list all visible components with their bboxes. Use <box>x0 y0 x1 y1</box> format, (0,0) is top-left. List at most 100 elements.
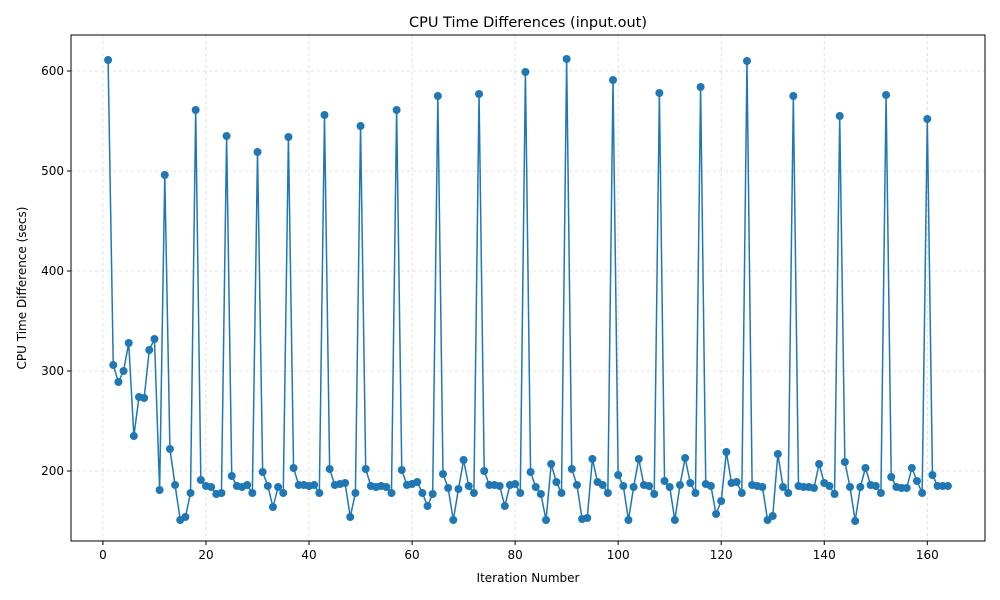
y-tick-label: 300 <box>41 364 64 378</box>
data-point <box>809 484 818 492</box>
data-point <box>165 445 174 453</box>
data-point <box>650 490 659 498</box>
data-point <box>603 489 612 497</box>
data-point <box>717 497 726 505</box>
data-point <box>361 465 370 473</box>
data-point <box>670 516 679 524</box>
data-point <box>351 489 360 497</box>
data-point <box>737 489 746 497</box>
x-tick-label: 120 <box>710 548 733 562</box>
data-point <box>392 106 401 114</box>
x-tick-label: 80 <box>507 548 522 562</box>
x-tick-label: 100 <box>607 548 630 562</box>
data-point <box>279 489 288 497</box>
data-point <box>825 482 834 490</box>
data-point <box>918 489 927 497</box>
data-point <box>263 482 272 490</box>
data-point <box>418 489 427 497</box>
data-point <box>675 481 684 489</box>
data-point <box>706 482 715 490</box>
data-point <box>660 477 669 485</box>
data-point <box>732 478 741 486</box>
data-point <box>104 56 113 64</box>
data-point <box>768 512 777 520</box>
data-point <box>356 122 365 130</box>
data-point <box>227 472 236 480</box>
data-point <box>217 489 226 497</box>
data-point <box>887 473 896 481</box>
data-point <box>696 83 705 91</box>
data-point <box>846 483 855 491</box>
data-point <box>464 482 473 490</box>
data-point <box>840 458 849 466</box>
data-point <box>907 464 916 472</box>
data-point <box>129 432 138 440</box>
data-point <box>274 483 283 491</box>
data-point <box>196 476 205 484</box>
y-axis-title: CPU Time Difference (secs) <box>15 207 29 370</box>
data-point <box>438 470 447 478</box>
data-point <box>444 484 453 492</box>
data-point <box>526 468 535 476</box>
data-point <box>382 483 391 491</box>
data-point <box>856 483 865 491</box>
data-point <box>830 490 839 498</box>
data-point <box>475 90 484 98</box>
data-point <box>325 465 334 473</box>
data-point <box>459 456 468 464</box>
data-point <box>784 489 793 497</box>
x-tick-label: 20 <box>198 548 213 562</box>
data-point <box>557 489 566 497</box>
data-point <box>341 479 350 487</box>
x-axis: 0 20 40 60 80 100 120 140 160 <box>99 541 939 562</box>
x-tick-label: 160 <box>916 548 939 562</box>
series-group <box>104 55 952 525</box>
data-point <box>516 489 525 497</box>
data-point <box>397 466 406 474</box>
data-point <box>758 483 767 491</box>
data-point <box>109 361 118 369</box>
data-point <box>871 482 880 490</box>
data-point <box>186 489 195 497</box>
y-tick-label: 600 <box>41 64 64 78</box>
data-point <box>495 482 504 490</box>
data-point <box>912 477 921 485</box>
data-point <box>531 483 540 491</box>
x-tick-label: 60 <box>404 548 419 562</box>
data-point <box>181 513 190 521</box>
data-point <box>547 460 556 468</box>
data-point <box>943 482 952 490</box>
data-point <box>773 450 782 458</box>
data-point <box>835 112 844 120</box>
data-point <box>222 132 231 140</box>
data-point <box>779 483 788 491</box>
data-point <box>645 482 654 490</box>
data-point <box>521 68 530 76</box>
data-point <box>665 483 674 491</box>
plot-area-frame <box>70 34 986 542</box>
data-point <box>284 133 293 141</box>
data-point <box>433 92 442 100</box>
data-point <box>428 490 437 498</box>
y-tick-label: 400 <box>41 264 64 278</box>
data-point <box>413 478 422 486</box>
data-point <box>315 489 324 497</box>
data-point <box>258 468 267 476</box>
data-point <box>124 339 133 347</box>
data-point <box>145 346 154 354</box>
data-point <box>567 465 576 473</box>
data-point <box>243 481 252 489</box>
data-point <box>588 455 597 463</box>
data-point <box>542 516 551 524</box>
data-point <box>536 490 545 498</box>
data-point <box>310 481 319 489</box>
chart-title: CPU Time Differences (input.out) <box>409 15 647 31</box>
data-point <box>789 92 798 100</box>
data-point <box>882 91 891 99</box>
data-point <box>629 483 638 491</box>
data-point <box>634 455 643 463</box>
data-point <box>691 489 700 497</box>
data-point <box>609 76 618 84</box>
